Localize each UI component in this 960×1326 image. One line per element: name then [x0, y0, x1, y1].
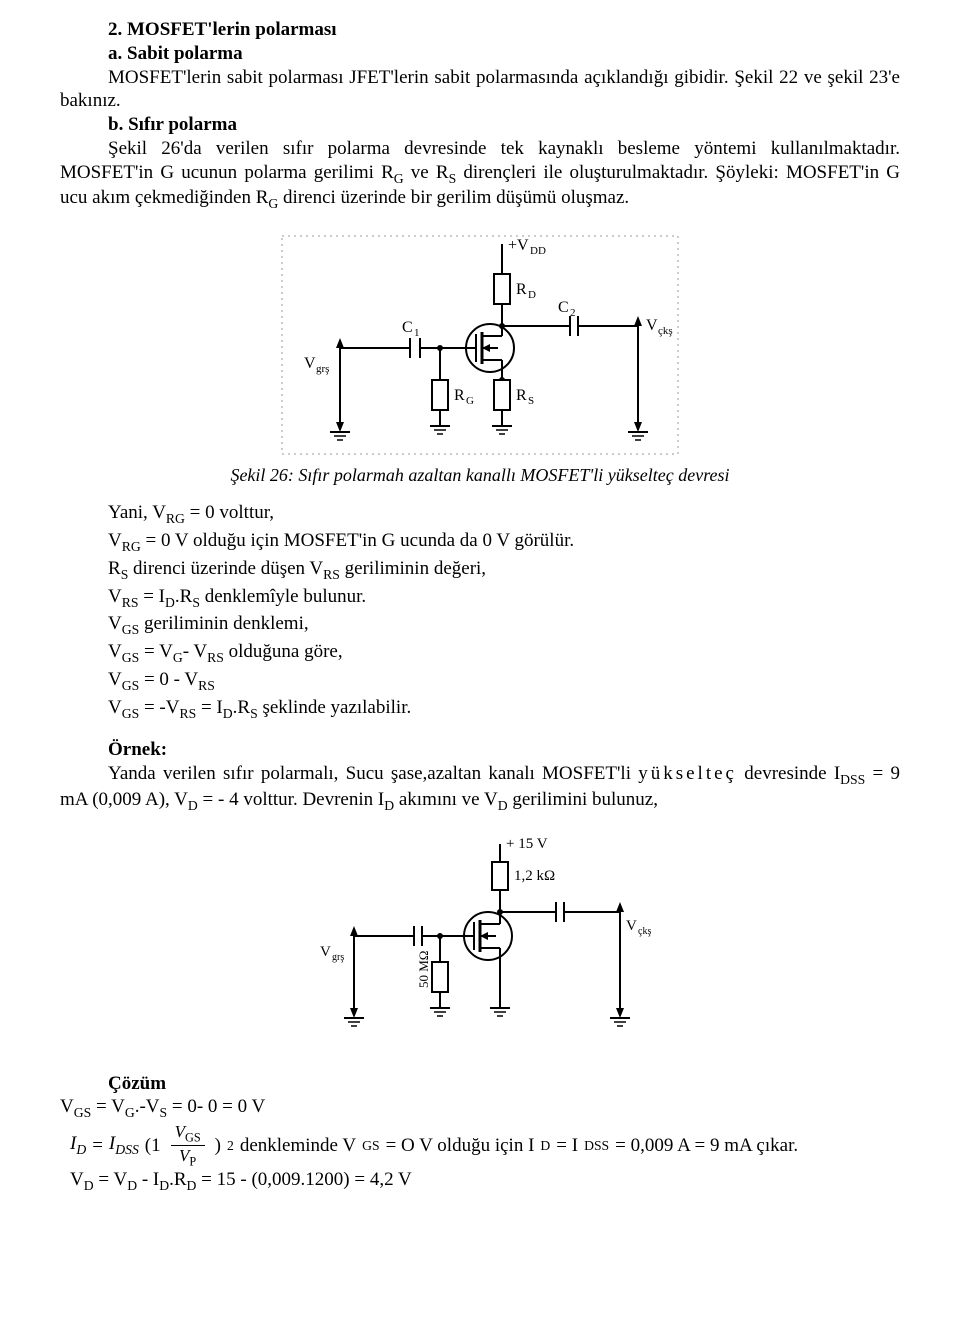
- svg-text:G: G: [466, 395, 474, 407]
- svg-text:V: V: [646, 317, 658, 334]
- svg-text:2: 2: [570, 307, 576, 319]
- svg-text:+V: +V: [508, 237, 529, 254]
- svg-text:R: R: [516, 387, 527, 404]
- svg-text:R: R: [454, 387, 465, 404]
- cozum-line-3: VD = VD - ID.RD = 15 - (0,009.1200) = 4,…: [70, 1168, 900, 1194]
- svg-text:S: S: [528, 395, 534, 407]
- svg-text:çkş: çkş: [658, 325, 673, 337]
- paragraph-a: MOSFET'lerin sabit polarması JFET'lerin …: [60, 66, 900, 114]
- figure-27: + 15 V 1,2 kΩ Vçkş: [60, 832, 900, 1052]
- after-figure-block: Yani, VRG = 0 volttur, VRG = 0 V olduğu …: [60, 501, 900, 722]
- svg-text:1: 1: [414, 327, 420, 339]
- svg-text:50 MΩ: 50 MΩ: [416, 950, 431, 987]
- svg-text:grş: grş: [316, 363, 329, 375]
- heading-b: b. Sıfır polarma: [60, 113, 900, 137]
- cozum-heading: Çözüm: [60, 1072, 900, 1096]
- figure-27-svg: + 15 V 1,2 kΩ Vçkş: [300, 832, 660, 1052]
- paragraph-a-text: MOSFET'lerin sabit polarması JFET'lerin …: [60, 67, 900, 112]
- svg-text:C: C: [402, 319, 413, 336]
- svg-text:+ 15 V: + 15 V: [506, 836, 548, 852]
- cozum-line-2: ID = IDSS (1 VGS VP )2 denkleminde VGS =…: [70, 1123, 900, 1167]
- ornek-heading: Örnek:: [60, 738, 900, 762]
- ornek-paragraph: Yanda verilen sıfır polarmalı, Sucu şase…: [60, 762, 900, 814]
- svg-text:C: C: [558, 299, 569, 316]
- svg-text:V: V: [320, 944, 331, 960]
- svg-text:R: R: [516, 281, 527, 298]
- svg-text:1,2 kΩ: 1,2 kΩ: [514, 868, 555, 884]
- figure-26-svg: +VDD RD C2 Vçkş: [270, 230, 690, 460]
- svg-text:V: V: [304, 355, 316, 372]
- svg-text:D: D: [528, 289, 536, 301]
- svg-text:grş: grş: [332, 952, 344, 963]
- cozum-line-1: VGS = VG.-VS = 0- 0 = 0 V: [60, 1095, 900, 1121]
- svg-text:çkş: çkş: [638, 926, 651, 937]
- heading-2: 2. MOSFET'lerin polarması: [60, 18, 900, 42]
- figure-26: +VDD RD C2 Vçkş: [60, 230, 900, 460]
- heading-a: a. Sabit polarma: [60, 42, 900, 66]
- fraction: VGS VP: [171, 1123, 205, 1167]
- svg-text:DD: DD: [530, 245, 546, 257]
- figure-26-caption: Şekil 26: Sıfır polarmah azaltan kanallı…: [60, 464, 900, 487]
- paragraph-b: Şekil 26'da verilen sıfır polarma devres…: [60, 137, 900, 213]
- svg-text:V: V: [626, 918, 637, 934]
